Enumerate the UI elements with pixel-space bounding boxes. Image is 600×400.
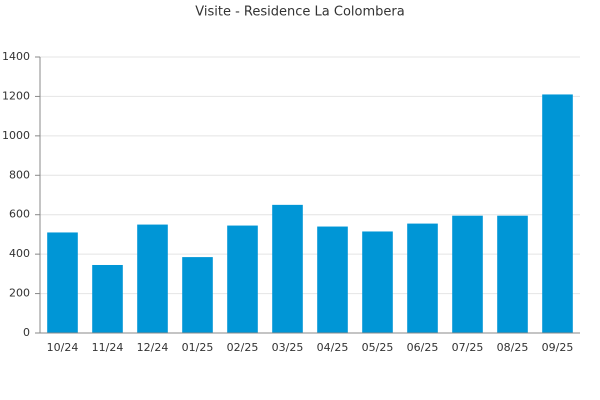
x-tick-label: 04/25 bbox=[317, 341, 349, 354]
bar bbox=[407, 223, 438, 333]
y-tick-label: 400 bbox=[9, 247, 30, 260]
x-tick-label: 07/25 bbox=[452, 341, 484, 354]
y-tick-label: 0 bbox=[23, 326, 30, 339]
x-tick-label: 06/25 bbox=[407, 341, 439, 354]
bar bbox=[137, 224, 168, 333]
x-tick-label: 02/25 bbox=[227, 341, 259, 354]
y-tick-label: 200 bbox=[9, 287, 30, 300]
bar bbox=[362, 231, 393, 333]
bar bbox=[317, 226, 348, 333]
bar bbox=[497, 215, 528, 333]
x-tick-label: 11/24 bbox=[92, 341, 124, 354]
x-tick-label: 08/25 bbox=[497, 341, 529, 354]
x-tick-label: 12/24 bbox=[137, 341, 169, 354]
chart-title: Visite - Residence La Colombera bbox=[195, 5, 404, 20]
bar bbox=[47, 232, 78, 333]
bar bbox=[452, 215, 483, 333]
bar bbox=[272, 204, 303, 333]
y-tick-label: 1000 bbox=[2, 129, 30, 142]
x-tick-label: 10/24 bbox=[47, 341, 79, 354]
x-tick-label: 05/25 bbox=[362, 341, 394, 354]
y-tick-label: 1400 bbox=[2, 50, 30, 63]
bar bbox=[182, 257, 213, 333]
x-tick-label: 03/25 bbox=[272, 341, 304, 354]
x-tick-label: 01/25 bbox=[182, 341, 214, 354]
bar bbox=[542, 94, 573, 333]
bar bbox=[227, 225, 258, 333]
x-tick-label: 09/25 bbox=[542, 341, 574, 354]
y-tick-label: 1200 bbox=[2, 89, 30, 102]
y-tick-label: 800 bbox=[9, 168, 30, 181]
bar bbox=[92, 264, 123, 333]
y-tick-label: 600 bbox=[9, 208, 30, 221]
